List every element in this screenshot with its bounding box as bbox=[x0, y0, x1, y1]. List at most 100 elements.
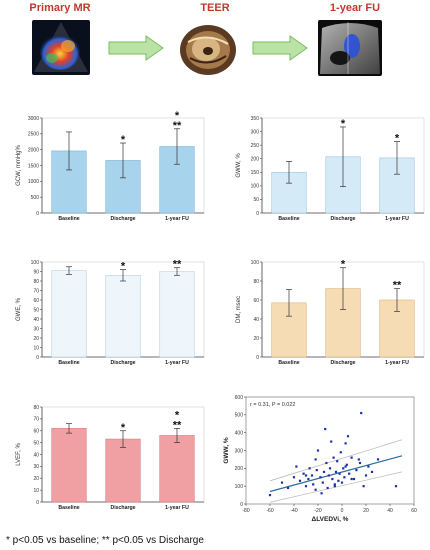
y-tick-label: 60 bbox=[253, 298, 259, 304]
data-point bbox=[344, 442, 347, 445]
data-point bbox=[327, 474, 330, 477]
x-tick-label: -60 bbox=[266, 508, 273, 514]
data-point bbox=[315, 469, 318, 472]
y-tick-label: 30 bbox=[33, 464, 39, 470]
data-point bbox=[295, 465, 298, 468]
data-point bbox=[339, 451, 342, 454]
data-point bbox=[314, 458, 317, 461]
data-point bbox=[304, 485, 308, 488]
y-tick-label: 40 bbox=[33, 452, 39, 458]
y-tick-label: 10 bbox=[33, 345, 39, 351]
data-point bbox=[345, 463, 348, 466]
y-tick-label: 20 bbox=[33, 336, 39, 342]
x-tick-label: 1-year FU bbox=[165, 505, 189, 511]
y-tick-label: 3000 bbox=[28, 116, 39, 122]
y-tick-label: 100 bbox=[251, 260, 260, 266]
data-point bbox=[324, 428, 327, 431]
y-tick-label: 30 bbox=[33, 326, 39, 332]
significance-marker: ** bbox=[173, 259, 182, 271]
y-tick-label: 200 bbox=[235, 466, 244, 472]
data-point bbox=[362, 485, 365, 488]
y-tick-label: 20 bbox=[253, 336, 259, 342]
y-axis-label: GWE, % bbox=[16, 297, 22, 321]
y-axis-label: LVEF, % bbox=[16, 443, 22, 466]
data-point bbox=[302, 472, 305, 475]
data-point bbox=[358, 461, 362, 465]
x-tick-label: Discharge bbox=[110, 360, 135, 366]
y-tick-label: 400 bbox=[235, 430, 244, 436]
x-tick-label: -80 bbox=[242, 508, 249, 514]
x-tick-label: Baseline bbox=[278, 216, 299, 222]
significance-marker: * bbox=[175, 110, 180, 122]
y-tick-label: 0 bbox=[256, 355, 259, 361]
y-tick-label: 500 bbox=[235, 413, 244, 419]
data-point bbox=[355, 469, 358, 472]
y-tick-label: 2500 bbox=[28, 132, 39, 138]
y-tick-label: 300 bbox=[235, 448, 244, 454]
x-tick-label: 1-year FU bbox=[165, 216, 189, 222]
dm-bar-chart: 0 20 40 60 80 100 DM, msec Baseline Discharge * 1-… bbox=[236, 259, 425, 366]
gww-vs-lvedvi-scatter-plot: -80 -60 -40 -20 0 20 40 600100200300400500600ΔL… bbox=[223, 395, 417, 523]
y-tick-label: 50 bbox=[253, 197, 259, 203]
y-tick-label: 250 bbox=[251, 143, 260, 149]
bar bbox=[51, 270, 87, 358]
data-point bbox=[357, 458, 360, 461]
regression-line bbox=[269, 455, 403, 493]
y-tick-label: 40 bbox=[33, 317, 39, 323]
bar bbox=[159, 435, 195, 503]
y-tick-label: 60 bbox=[33, 429, 39, 435]
data-point bbox=[292, 476, 296, 479]
significance-marker: * bbox=[121, 134, 126, 146]
data-point bbox=[333, 483, 336, 486]
data-point bbox=[268, 493, 272, 497]
x-tick-label: Discharge bbox=[330, 216, 355, 222]
data-point bbox=[394, 485, 398, 488]
y-tick-label: 70 bbox=[33, 417, 39, 423]
y-tick-label: 100 bbox=[251, 184, 260, 190]
significance-marker: * bbox=[175, 409, 180, 421]
data-point bbox=[307, 477, 310, 481]
y-tick-label: 50 bbox=[33, 307, 39, 313]
bar bbox=[159, 271, 195, 358]
x-tick-label: Discharge bbox=[110, 216, 135, 222]
stage-title-teer: TEER bbox=[200, 2, 230, 14]
data-point bbox=[314, 488, 317, 491]
stage-title-primary-mr: Primary MR bbox=[29, 2, 91, 14]
x-tick-label: Baseline bbox=[58, 360, 79, 366]
x-tick-label: 60 bbox=[411, 508, 417, 514]
data-point bbox=[320, 492, 323, 495]
significance-marker: ** bbox=[393, 280, 402, 292]
y-tick-label: 20 bbox=[33, 476, 39, 482]
y-tick-label: 80 bbox=[253, 279, 259, 285]
gwe-bar-chart: 0 10 20 30 40 50 60 70 80 90 100 GWE, % Baseline Disc… bbox=[16, 259, 205, 366]
data-point bbox=[304, 474, 308, 477]
data-point bbox=[342, 467, 345, 470]
y-tick-label: 80 bbox=[33, 279, 39, 285]
significance-marker: * bbox=[395, 133, 400, 145]
data-point bbox=[376, 458, 380, 461]
data-point bbox=[350, 477, 353, 481]
data-point bbox=[319, 476, 322, 479]
data-point bbox=[346, 435, 350, 438]
y-tick-label: 0 bbox=[36, 355, 39, 361]
x-tick-label: Baseline bbox=[58, 216, 79, 222]
x-tick-label: 40 bbox=[387, 508, 393, 514]
y-tick-label: 0 bbox=[256, 211, 259, 217]
data-point bbox=[325, 461, 328, 465]
x-tick-label: -20 bbox=[314, 508, 321, 514]
data-point bbox=[332, 456, 335, 459]
y-tick-label: 350 bbox=[251, 116, 260, 122]
x-tick-label: Baseline bbox=[58, 505, 79, 511]
y-tick-label: 40 bbox=[253, 317, 259, 323]
x-tick-label: 20 bbox=[363, 508, 369, 514]
y-tick-label: 70 bbox=[33, 288, 39, 294]
x-tick-label: 1-year FU bbox=[165, 360, 189, 366]
data-point bbox=[326, 486, 329, 490]
data-point bbox=[280, 481, 284, 484]
y-tick-label: 0 bbox=[36, 211, 39, 217]
y-tick-label: 500 bbox=[31, 195, 40, 201]
significance-marker: * bbox=[341, 118, 346, 130]
correlation-annotation: r = 0.31, P = 0.022 bbox=[250, 402, 295, 408]
y-tick-label: 0 bbox=[36, 500, 39, 506]
y-tick-label: 90 bbox=[33, 269, 39, 275]
